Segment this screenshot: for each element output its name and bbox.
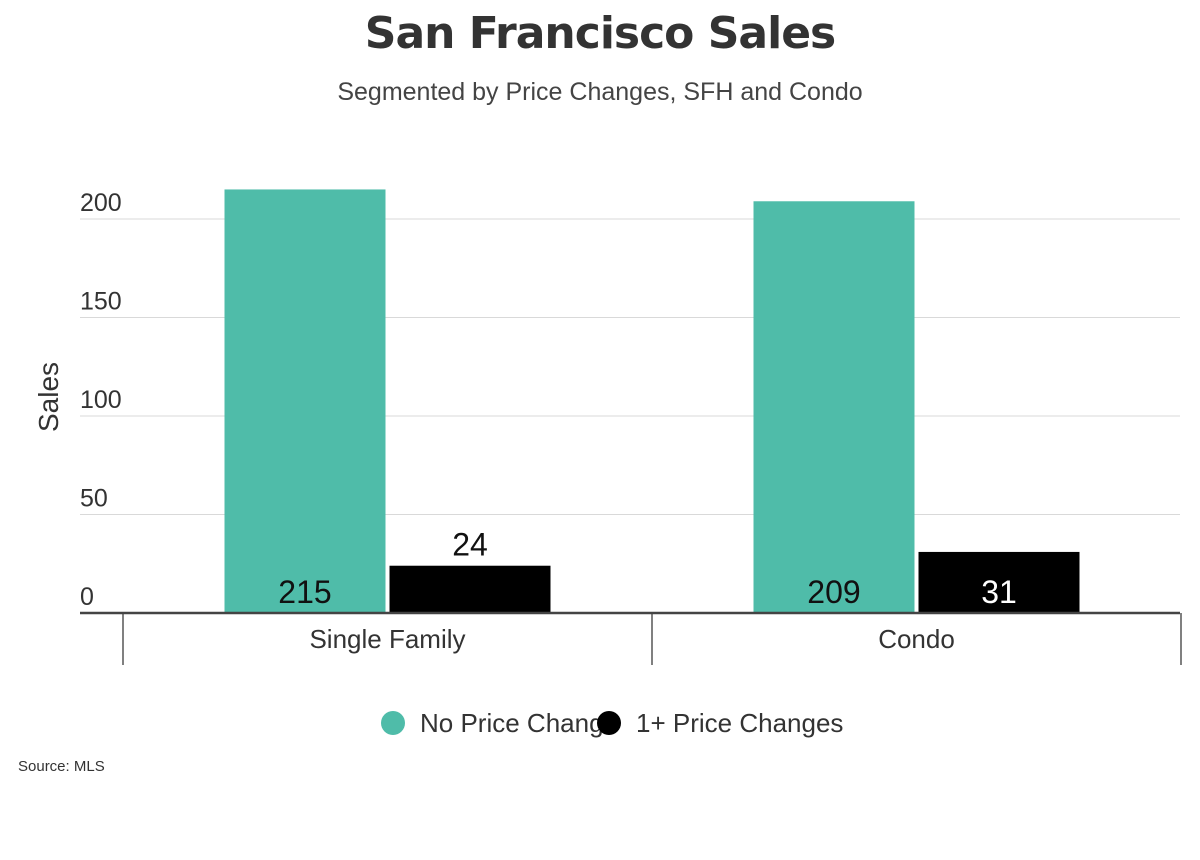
bar	[389, 565, 551, 613]
bar-value-label: 31	[981, 574, 1017, 610]
legend-label: No Price Change	[420, 708, 618, 738]
bar-value-label: 24	[452, 527, 488, 563]
y-tick-label: 50	[80, 485, 108, 513]
legend-label: 1+ Price Changes	[636, 708, 843, 738]
legend-swatch	[597, 711, 621, 735]
chart-title: San Francisco Sales	[364, 8, 836, 59]
y-axis-label: Sales	[33, 362, 64, 432]
bar-value-label: 209	[807, 574, 860, 610]
y-tick-label: 150	[80, 288, 122, 316]
bar	[918, 551, 1080, 613]
y-tick-label: 200	[80, 189, 122, 217]
bar-value-label: 215	[278, 574, 331, 610]
source-note: Source: MLS	[18, 758, 105, 775]
bar	[224, 189, 386, 613]
x-tick-label: Condo	[878, 624, 955, 654]
chart-subtitle: Segmented by Price Changes, SFH and Cond…	[337, 78, 863, 106]
x-tick-label: Single Family	[309, 624, 465, 654]
y-tick-label: 100	[80, 386, 122, 414]
bar	[753, 201, 915, 613]
legend-swatch	[381, 711, 405, 735]
y-tick-label: 0	[80, 583, 94, 611]
